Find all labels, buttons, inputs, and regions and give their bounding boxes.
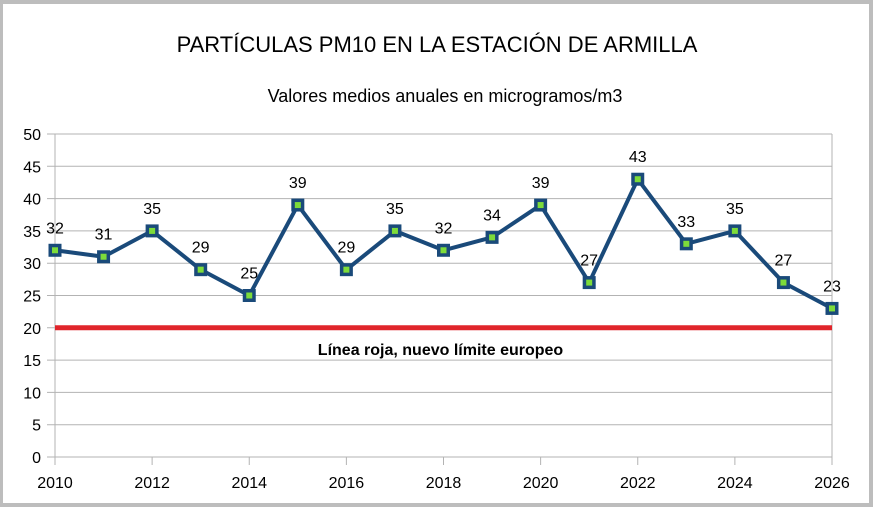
data-label: 35 bbox=[386, 201, 404, 218]
data-point-marker-center bbox=[52, 247, 58, 254]
data-label: 27 bbox=[775, 253, 793, 270]
data-label: 33 bbox=[677, 214, 695, 231]
y-tick-label: 20 bbox=[23, 321, 41, 338]
chart-title: PARTÍCULAS PM10 EN LA ESTACIÓN DE ARMILL… bbox=[177, 32, 698, 57]
data-labels: 32 31 35 29 25 39 29 35 32 34 39 27 43 33 35 27 23 bbox=[46, 149, 841, 295]
data-point-marker-center bbox=[780, 279, 787, 286]
y-axis: 0 5 10 15 20 25 30 35 40 45 50 bbox=[23, 127, 41, 467]
data-point-marker-center bbox=[440, 247, 447, 254]
y-tick-label: 25 bbox=[23, 289, 41, 306]
data-label: 25 bbox=[240, 266, 258, 283]
x-tick-label: 2010 bbox=[37, 475, 73, 492]
data-label: 34 bbox=[483, 207, 501, 224]
y-tick-label: 10 bbox=[23, 385, 41, 402]
data-point-marker-center bbox=[586, 279, 593, 286]
data-point-marker-center bbox=[489, 234, 496, 241]
series-group bbox=[48, 172, 839, 315]
data-label: 39 bbox=[532, 175, 550, 192]
y-tick-label: 40 bbox=[23, 192, 41, 209]
data-label: 31 bbox=[95, 227, 113, 244]
data-label: 29 bbox=[337, 240, 355, 257]
data-point-marker-center bbox=[683, 240, 690, 247]
data-point-marker-center bbox=[343, 266, 350, 273]
y-tick-label: 0 bbox=[32, 450, 41, 467]
y-tick-label: 5 bbox=[32, 418, 41, 435]
x-tick-label: 2014 bbox=[231, 475, 267, 492]
x-tick-label: 2022 bbox=[620, 475, 656, 492]
chart-subtitle: Valores medios anuales en microgramos/m3 bbox=[268, 86, 623, 106]
data-point-marker-center bbox=[391, 227, 398, 234]
x-tick-label: 2026 bbox=[814, 475, 850, 492]
data-point-marker-center bbox=[537, 202, 544, 209]
data-label: 32 bbox=[46, 220, 64, 237]
data-label: 35 bbox=[143, 201, 161, 218]
data-point-marker-center bbox=[197, 266, 204, 273]
data-label: 32 bbox=[435, 220, 453, 237]
data-point-marker-center bbox=[634, 176, 641, 183]
data-point-marker-center bbox=[100, 253, 107, 260]
data-point-marker-center bbox=[294, 202, 301, 209]
data-point-marker-center bbox=[246, 292, 253, 299]
data-point-marker-center bbox=[731, 227, 738, 234]
y-tick-label: 30 bbox=[23, 256, 41, 273]
reference-line-label: Línea roja, nuevo límite europeo bbox=[318, 342, 564, 359]
data-label: 39 bbox=[289, 175, 307, 192]
y-tick-label: 35 bbox=[23, 224, 41, 241]
x-tick-label: 2020 bbox=[523, 475, 559, 492]
x-tick-label: 2018 bbox=[426, 475, 462, 492]
y-tick-label: 45 bbox=[23, 159, 41, 176]
x-tick-label: 2016 bbox=[329, 475, 365, 492]
x-tick-label: 2024 bbox=[717, 475, 753, 492]
data-label: 43 bbox=[629, 149, 647, 166]
y-tick-label: 15 bbox=[23, 353, 41, 370]
y-tick-label: 50 bbox=[23, 127, 41, 144]
data-label: 23 bbox=[823, 278, 841, 295]
x-tick-label: 2012 bbox=[134, 475, 170, 492]
data-label: 29 bbox=[192, 240, 210, 257]
x-axis: 2010 2012 2014 2016 2018 2020 2022 2024 2026 bbox=[37, 475, 850, 492]
reference-line-group: Línea roja, nuevo límite europeo bbox=[55, 325, 832, 359]
data-point-marker-center bbox=[149, 227, 156, 234]
data-point-marker-center bbox=[829, 305, 835, 312]
data-label: 27 bbox=[580, 253, 598, 270]
data-label: 35 bbox=[726, 201, 744, 218]
gridlines bbox=[47, 133, 833, 465]
